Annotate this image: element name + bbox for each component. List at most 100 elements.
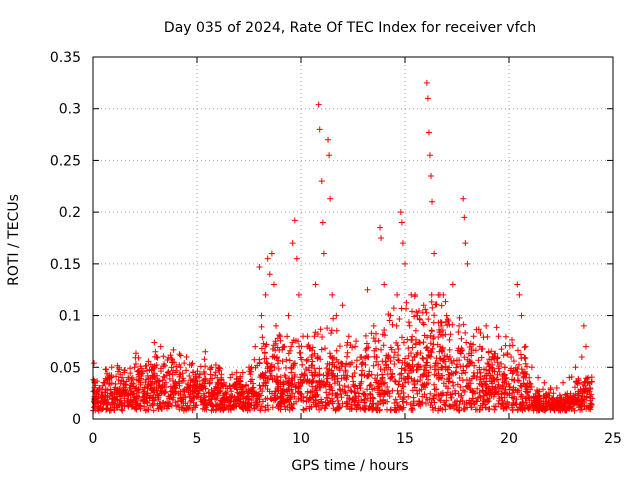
data-point <box>208 364 215 371</box>
data-point <box>397 209 404 216</box>
data-point <box>377 224 384 231</box>
data-point <box>268 250 275 257</box>
y-tick-label: 0.35 <box>50 50 81 66</box>
data-point <box>214 384 221 391</box>
data-point <box>327 195 334 202</box>
y-tick-label: 0.15 <box>50 257 81 273</box>
data-point <box>358 353 365 360</box>
x-axis-ticks: 0 5 10 15 20 25 <box>89 57 622 447</box>
data-point <box>470 333 477 340</box>
data-point <box>578 353 585 360</box>
data-point <box>316 126 323 133</box>
data-point <box>460 195 467 202</box>
x-tick-label: 20 <box>500 431 518 447</box>
data-points <box>91 79 596 407</box>
data-point <box>291 217 298 224</box>
data-point <box>495 333 502 340</box>
data-point <box>183 353 190 360</box>
data-point <box>189 369 196 376</box>
y-axis-ticks: 0 0.05 0.1 0.15 0.2 0.25 0.3 0.35 <box>50 50 613 428</box>
data-point <box>315 101 322 108</box>
data-point <box>560 379 567 386</box>
data-point <box>281 343 288 350</box>
data-point <box>262 291 269 298</box>
data-noise-band <box>90 291 595 414</box>
data-point <box>572 364 579 371</box>
data-point <box>508 353 515 360</box>
x-tick-label: 15 <box>396 431 414 447</box>
data-point <box>333 312 340 319</box>
data-point <box>428 172 434 179</box>
data-point <box>449 281 456 288</box>
data-point <box>399 240 406 247</box>
data-point <box>431 250 438 257</box>
data-point <box>443 312 450 319</box>
data-point <box>106 374 113 381</box>
data-point <box>131 364 138 371</box>
data-point <box>585 374 592 381</box>
data-point <box>137 379 144 386</box>
data-point <box>304 343 311 350</box>
data-point <box>164 369 171 376</box>
plot-area-frame <box>92 56 614 420</box>
data-point <box>393 322 400 329</box>
data-point <box>196 374 203 381</box>
y-tick-label: 0 <box>72 412 81 428</box>
x-tick-label: 10 <box>292 431 310 447</box>
data-point <box>464 260 471 267</box>
data-point <box>424 95 431 102</box>
data-point <box>108 364 115 371</box>
data-point <box>435 291 442 298</box>
data-point <box>326 152 333 159</box>
y-tick-label: 0.05 <box>50 360 81 376</box>
data-point <box>258 312 265 319</box>
x-tick-label: 25 <box>604 431 622 447</box>
data-point <box>152 348 159 355</box>
data-point <box>202 348 209 355</box>
data-point <box>121 369 128 376</box>
data-point <box>352 343 359 350</box>
data-point <box>414 312 421 319</box>
data-point <box>295 291 302 298</box>
x-tick-label: 5 <box>193 431 202 447</box>
data-point <box>227 374 234 381</box>
data-point <box>514 281 521 288</box>
data-point <box>483 322 490 329</box>
data-point <box>96 384 103 391</box>
data-point <box>233 384 240 391</box>
data-point <box>589 395 596 402</box>
data-point <box>425 129 432 136</box>
data-point <box>387 312 394 319</box>
data-point <box>381 281 388 288</box>
data-point <box>462 240 469 247</box>
data-point <box>325 136 332 143</box>
x-tick-label: 0 <box>89 431 98 447</box>
data-point <box>456 322 463 329</box>
data-point <box>398 219 405 226</box>
data-point <box>114 387 121 394</box>
data-point <box>289 240 296 247</box>
data-point <box>461 214 468 221</box>
data-point <box>221 379 228 386</box>
data-point <box>100 400 107 407</box>
data-point <box>541 379 548 386</box>
data-point <box>518 312 525 319</box>
data-point <box>420 302 427 309</box>
data-point <box>171 359 178 366</box>
data-point <box>308 353 315 360</box>
data-point <box>158 384 165 391</box>
data-point <box>264 255 271 262</box>
data-point <box>91 360 98 367</box>
data-point <box>300 333 307 340</box>
data-point <box>153 353 160 360</box>
noise-band-markers <box>90 291 595 414</box>
data-point <box>293 255 300 262</box>
data-point <box>547 384 554 391</box>
data-point <box>339 302 346 309</box>
data-point <box>402 260 408 267</box>
data-point <box>285 312 292 319</box>
data-point <box>277 333 284 340</box>
data-point <box>177 364 184 371</box>
data-point <box>522 343 529 350</box>
